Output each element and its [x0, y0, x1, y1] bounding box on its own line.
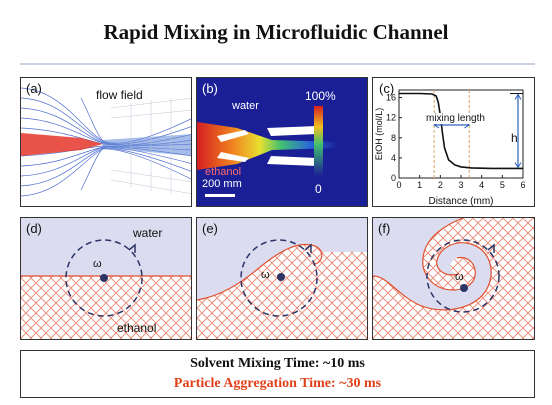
vortex-f-diagram: [373, 218, 534, 339]
panel-b-concentration: (b) water ethanol 200 mm 100% 0: [196, 77, 368, 207]
x-tick-label: 6: [520, 180, 525, 190]
water-label-b: water: [232, 100, 259, 112]
mixing-length-label: mixing length: [426, 113, 485, 124]
vortex-e-diagram: [197, 218, 367, 339]
panel-a-label: (a): [26, 81, 42, 96]
y-tick-label: 16: [386, 93, 396, 103]
colorbar-bottom-label: 0: [315, 182, 322, 196]
h-label: h: [511, 131, 518, 145]
y-axis-label: EtOH (mol/L): [374, 108, 384, 161]
y-tick-label: 12: [386, 113, 396, 123]
x-tick-label: 0: [396, 180, 401, 190]
summary-box: Solvent Mixing Time: ~10 ms Particle Agg…: [20, 350, 535, 398]
chart-frame: [398, 89, 524, 179]
particle-aggregation-time: Particle Aggregation Time: ~30 ms: [173, 376, 382, 391]
x-axis-label: Distance (mm): [428, 196, 493, 207]
panel-b-label: (b): [202, 81, 218, 96]
y-tick-label: 4: [391, 153, 396, 163]
y-tick-label: 8: [391, 133, 396, 143]
panel-a-flow-field: (a) flow field: [20, 77, 192, 207]
panel-f-label: (f): [378, 221, 391, 236]
colorbar-top-label: 100%: [305, 89, 336, 103]
x-tick-label: 1: [417, 180, 422, 190]
y-tick-label: 0: [391, 173, 396, 183]
panel-d-vortex: (d) water ethanol ω: [20, 217, 192, 340]
scale-bar-label: 200 mm: [202, 178, 242, 190]
flow-field-plot: [21, 87, 191, 197]
panel-c-chart: 0 1 2 3 4 5 6 0 4 8 12 16 Distance (mm) EtOH (mol/L) …: [372, 77, 535, 207]
panel-e-label: (e): [202, 221, 218, 236]
water-label-d: water: [133, 226, 163, 240]
etoh-curve: [399, 92, 523, 170]
panel-f-vortex: (f) ω: [372, 217, 535, 340]
omega-label-f: ω: [455, 271, 464, 283]
solvent-mixing-time: Solvent Mixing Time: ~10 ms: [190, 356, 365, 371]
omega-label-e: ω: [261, 269, 270, 281]
x-tick-label: 3: [458, 180, 463, 190]
title-divider: [20, 63, 535, 65]
panel-d-label: (d): [26, 221, 42, 236]
x-tick-label: 2: [438, 180, 443, 190]
concentration-map: [197, 106, 337, 197]
vortex-d-diagram: [21, 218, 191, 339]
h-arrowhead-bottom: [514, 162, 522, 169]
panel-c-label: (c): [379, 81, 395, 96]
panel-e-vortex: (e) ω: [196, 217, 368, 340]
h-arrowhead-top: [514, 93, 522, 100]
omega-label-d: ω: [93, 258, 102, 270]
x-tick-label: 4: [479, 180, 484, 190]
flow-field-annotation: flow field: [96, 88, 143, 102]
slide-title: Rapid Mixing in Microfluidic Channel: [103, 20, 449, 44]
ethanol-label-b: ethanol: [205, 166, 242, 178]
x-tick-label: 5: [500, 180, 505, 190]
ethanol-label-d: ethanol: [117, 321, 157, 335]
